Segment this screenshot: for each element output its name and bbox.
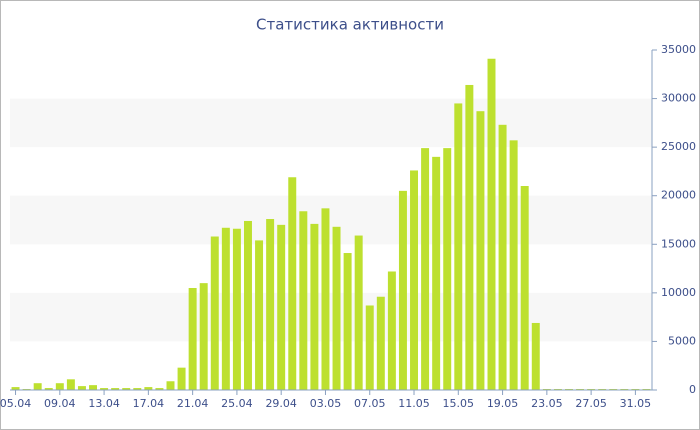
grid-band bbox=[10, 98, 652, 148]
x-tick-label: 19.05 bbox=[487, 397, 519, 410]
bar bbox=[111, 388, 120, 390]
bar bbox=[133, 388, 142, 390]
x-tick-label: 11.05 bbox=[398, 397, 430, 410]
bar bbox=[155, 388, 164, 390]
bar bbox=[332, 226, 341, 390]
x-tick-label: 09.04 bbox=[44, 397, 76, 410]
x-tick-label: 15.05 bbox=[443, 397, 475, 410]
bar bbox=[77, 386, 86, 390]
bar bbox=[487, 58, 496, 390]
chart-title: Статистика активности bbox=[256, 16, 444, 34]
bar bbox=[520, 186, 529, 390]
bar bbox=[277, 224, 286, 390]
bar bbox=[531, 322, 540, 390]
bar bbox=[387, 271, 396, 390]
bar bbox=[100, 388, 109, 390]
bar bbox=[66, 379, 75, 390]
bar bbox=[310, 223, 319, 390]
bar bbox=[144, 387, 153, 390]
bar bbox=[354, 235, 363, 390]
bar bbox=[498, 124, 507, 391]
bar bbox=[232, 228, 241, 390]
x-tick-label: 29.04 bbox=[265, 397, 297, 410]
x-tick-label: 27.05 bbox=[575, 397, 607, 410]
bar bbox=[376, 296, 385, 390]
x-tick-label: 25.04 bbox=[221, 397, 253, 410]
bar bbox=[199, 283, 208, 390]
bar bbox=[509, 140, 518, 390]
y-tick-label: 30000 bbox=[661, 92, 696, 105]
x-tick-label: 21.04 bbox=[177, 397, 209, 410]
x-tick-label: 05.04 bbox=[0, 397, 31, 410]
bar bbox=[210, 236, 219, 390]
x-tick-label: 31.05 bbox=[620, 397, 652, 410]
y-tick-label: 25000 bbox=[661, 140, 696, 153]
bar bbox=[443, 148, 452, 390]
bar bbox=[432, 156, 441, 390]
bar bbox=[421, 148, 430, 390]
bar bbox=[321, 208, 330, 390]
bar bbox=[33, 383, 42, 390]
y-tick-label: 35000 bbox=[661, 43, 696, 56]
bar bbox=[255, 240, 264, 390]
bar bbox=[465, 84, 474, 390]
bar bbox=[343, 253, 352, 390]
y-tick-label: 15000 bbox=[661, 237, 696, 250]
bar bbox=[243, 220, 252, 390]
y-tick-label: 0 bbox=[689, 383, 696, 396]
grid-band bbox=[10, 195, 652, 245]
bar bbox=[410, 170, 419, 390]
grid-band bbox=[10, 292, 652, 342]
bar bbox=[122, 388, 131, 390]
bar bbox=[221, 227, 230, 390]
x-tick-label: 17.04 bbox=[133, 397, 165, 410]
bar bbox=[177, 367, 186, 390]
x-tick-label: 07.05 bbox=[354, 397, 386, 410]
bar bbox=[365, 305, 374, 390]
bar bbox=[188, 288, 197, 390]
y-tick-label: 5000 bbox=[668, 334, 696, 347]
bar bbox=[398, 190, 407, 390]
x-tick-label: 03.05 bbox=[310, 397, 342, 410]
bar bbox=[89, 385, 98, 390]
bar bbox=[476, 111, 485, 390]
bar bbox=[166, 381, 175, 390]
bar bbox=[454, 103, 463, 390]
bar bbox=[266, 219, 275, 390]
y-tick-label: 10000 bbox=[661, 286, 696, 299]
bar bbox=[55, 383, 64, 390]
bar bbox=[288, 177, 297, 390]
x-tick-label: 23.05 bbox=[531, 397, 563, 410]
x-tick-label: 13.04 bbox=[88, 397, 120, 410]
bar bbox=[299, 211, 308, 390]
y-tick-label: 20000 bbox=[661, 189, 696, 202]
bar bbox=[11, 387, 20, 390]
bar bbox=[44, 388, 53, 390]
